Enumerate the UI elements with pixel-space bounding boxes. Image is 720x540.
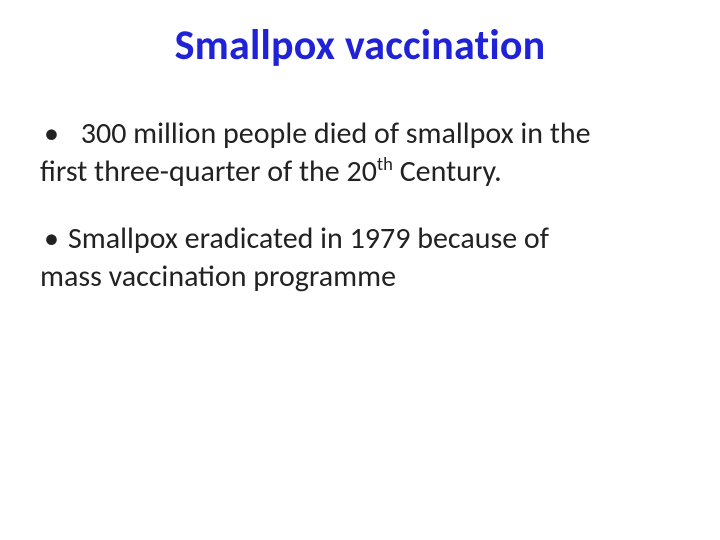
bullet-text-line: mass vaccination programme bbox=[40, 258, 680, 296]
bullet-item: Smallpox eradicated in 1979 because of m… bbox=[40, 220, 680, 297]
slide-title: Smallpox vaccination bbox=[40, 20, 680, 71]
slide: Smallpox vaccination 300 million people … bbox=[0, 0, 720, 540]
bullet-text-line: first three-quarter of the 20 bbox=[40, 153, 377, 190]
bullet-item: 300 million people died of smallpox in t… bbox=[40, 115, 680, 192]
bullet-list: 300 million people died of smallpox in t… bbox=[40, 115, 680, 297]
bullet-text-line: Smallpox eradicated in 1979 because of bbox=[68, 220, 549, 257]
slide-body: 300 million people died of smallpox in t… bbox=[40, 115, 680, 297]
bullet-text-line: Century. bbox=[393, 153, 502, 190]
ordinal-superscript: th bbox=[377, 152, 393, 175]
bullet-text-line: 300 million people died of smallpox in t… bbox=[74, 115, 591, 152]
